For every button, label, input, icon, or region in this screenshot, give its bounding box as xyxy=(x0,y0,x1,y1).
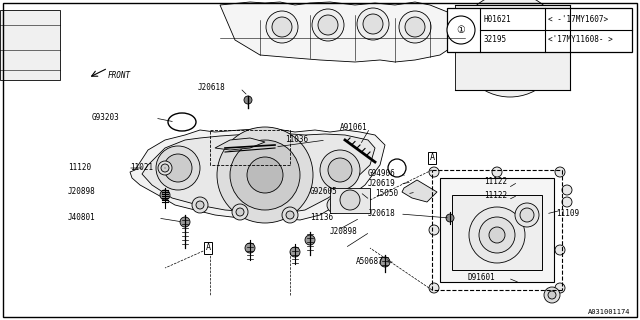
Circle shape xyxy=(429,283,439,293)
Circle shape xyxy=(164,154,192,182)
Bar xyxy=(447,8,632,52)
Circle shape xyxy=(340,190,360,210)
Circle shape xyxy=(555,283,565,293)
Text: 11021: 11021 xyxy=(130,164,153,172)
Circle shape xyxy=(312,9,344,41)
Circle shape xyxy=(244,96,252,104)
Circle shape xyxy=(232,204,248,220)
Circle shape xyxy=(161,164,169,172)
Circle shape xyxy=(327,197,343,213)
Text: G93203: G93203 xyxy=(92,114,120,123)
Bar xyxy=(440,178,554,282)
Circle shape xyxy=(158,161,172,175)
Circle shape xyxy=(492,167,502,177)
Circle shape xyxy=(286,211,294,219)
Text: ①: ① xyxy=(456,25,465,35)
Polygon shape xyxy=(215,138,265,150)
Polygon shape xyxy=(142,133,375,214)
Polygon shape xyxy=(402,180,437,202)
Text: A: A xyxy=(205,244,211,252)
Circle shape xyxy=(472,7,548,83)
Polygon shape xyxy=(455,5,570,90)
Circle shape xyxy=(479,217,515,253)
Text: G94906: G94906 xyxy=(368,170,396,179)
Circle shape xyxy=(480,20,500,40)
Circle shape xyxy=(160,190,170,200)
Circle shape xyxy=(399,11,431,43)
Text: 15050: 15050 xyxy=(375,189,398,198)
Circle shape xyxy=(245,243,255,253)
Text: J20898: J20898 xyxy=(68,188,96,196)
Polygon shape xyxy=(0,10,60,80)
Circle shape xyxy=(429,167,439,177)
Circle shape xyxy=(272,17,292,37)
Circle shape xyxy=(548,291,556,299)
Circle shape xyxy=(230,140,300,210)
Text: 11136: 11136 xyxy=(310,213,333,222)
Circle shape xyxy=(357,8,389,40)
Circle shape xyxy=(447,16,475,44)
Circle shape xyxy=(363,14,383,34)
Polygon shape xyxy=(220,2,465,62)
Text: 11120: 11120 xyxy=(68,164,91,172)
Text: D91601: D91601 xyxy=(468,274,496,283)
Text: <'17MY11608- >: <'17MY11608- > xyxy=(548,36,612,44)
Circle shape xyxy=(520,208,534,222)
Circle shape xyxy=(290,247,300,257)
Text: J20898: J20898 xyxy=(330,228,358,236)
Text: 11109: 11109 xyxy=(556,210,579,219)
Circle shape xyxy=(555,167,565,177)
Circle shape xyxy=(562,197,572,207)
Text: A50687: A50687 xyxy=(356,258,384,267)
Circle shape xyxy=(380,257,390,267)
Text: A031001174: A031001174 xyxy=(588,309,630,315)
Circle shape xyxy=(236,208,244,216)
Circle shape xyxy=(555,245,565,255)
Text: 11036: 11036 xyxy=(285,135,308,145)
Circle shape xyxy=(192,197,208,213)
Circle shape xyxy=(320,150,360,190)
Text: 11122: 11122 xyxy=(484,190,507,199)
Circle shape xyxy=(196,201,204,209)
Circle shape xyxy=(180,217,190,227)
Circle shape xyxy=(266,11,298,43)
Circle shape xyxy=(458,0,562,97)
Text: J20619: J20619 xyxy=(368,180,396,188)
Circle shape xyxy=(217,127,313,223)
Text: < -'17MY1607>: < -'17MY1607> xyxy=(548,15,608,25)
Text: A: A xyxy=(429,154,435,163)
Circle shape xyxy=(156,146,200,190)
Bar xyxy=(452,195,542,270)
Text: G92605: G92605 xyxy=(310,188,338,196)
Text: FRONT: FRONT xyxy=(108,71,131,81)
Polygon shape xyxy=(130,128,385,220)
Text: 32195: 32195 xyxy=(483,36,506,44)
Circle shape xyxy=(520,20,540,40)
Circle shape xyxy=(318,15,338,35)
Text: J20618: J20618 xyxy=(198,84,226,92)
Circle shape xyxy=(405,17,425,37)
Circle shape xyxy=(562,185,572,195)
Circle shape xyxy=(247,157,283,193)
Text: H01621: H01621 xyxy=(483,15,511,25)
Circle shape xyxy=(489,227,505,243)
Text: 11122: 11122 xyxy=(484,178,507,187)
Circle shape xyxy=(429,225,439,235)
Circle shape xyxy=(331,201,339,209)
Circle shape xyxy=(446,214,454,222)
Bar xyxy=(330,188,370,213)
Circle shape xyxy=(469,207,525,263)
Text: A91061: A91061 xyxy=(340,124,368,132)
Text: J20618: J20618 xyxy=(368,210,396,219)
Circle shape xyxy=(282,207,298,223)
Circle shape xyxy=(515,203,539,227)
Circle shape xyxy=(492,27,528,63)
Text: J40801: J40801 xyxy=(68,213,96,222)
Circle shape xyxy=(328,158,352,182)
Circle shape xyxy=(305,235,315,245)
Circle shape xyxy=(544,287,560,303)
